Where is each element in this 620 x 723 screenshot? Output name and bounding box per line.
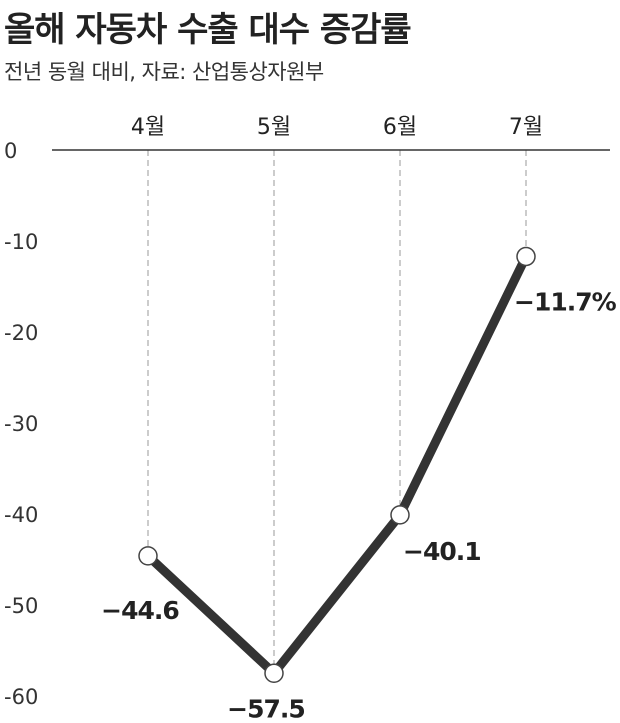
data-point-marker [516,246,536,267]
y-tick-label: -10 [4,230,38,254]
data-label: −44.6 [101,596,179,625]
data-label: −57.5 [227,694,305,723]
y-tick-label: -20 [4,321,38,345]
x-tick-label: 5월 [257,115,291,140]
y-tick-label: 0 [4,139,17,163]
x-tick-label: 7월 [509,115,543,140]
data-point-marker [264,663,284,683]
data-point-marker [390,505,410,525]
chart-subtitle: 전년 동월 대비, 자료: 산업통상자원부 [4,60,324,84]
chart-title: 올해 자동차 수출 대수 증감률 [4,10,412,50]
x-tick-label: 4월 [131,115,165,140]
y-tick-label: -60 [4,685,38,709]
data-point-marker [138,546,158,566]
y-tick-label: -30 [4,412,38,436]
data-label: −40.1 [403,537,481,566]
x-tick-label: 6월 [383,115,417,140]
y-tick-label: -40 [4,503,38,527]
data-label: −11.7% [514,287,617,316]
y-tick-label: -50 [4,594,38,618]
series-line [143,251,531,678]
